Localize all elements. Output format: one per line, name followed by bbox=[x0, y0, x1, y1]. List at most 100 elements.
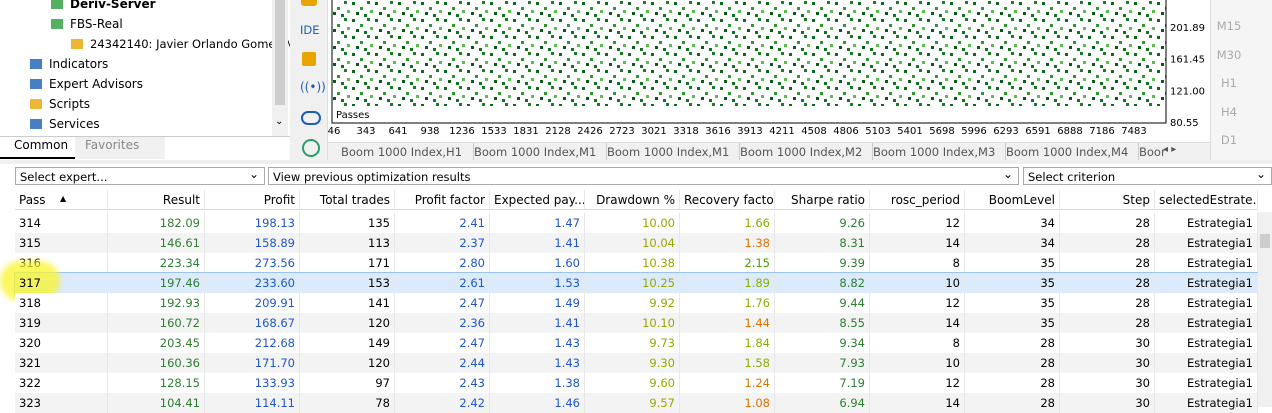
column-header[interactable]: Result bbox=[108, 190, 205, 210]
tree-item[interactable]: FBS-Real bbox=[70, 17, 123, 31]
column-header[interactable]: Expected pay... bbox=[490, 190, 585, 210]
table-cell: 28 bbox=[965, 393, 1060, 413]
chart-tab[interactable]: Boom 1000 Index,M4 bbox=[1006, 143, 1139, 161]
table-row[interactable] bbox=[15, 213, 1258, 233]
table-row[interactable] bbox=[15, 313, 1258, 333]
table-cell: 158.89 bbox=[205, 233, 300, 253]
table-row[interactable] bbox=[15, 353, 1258, 373]
table-cell: 12 bbox=[870, 373, 965, 393]
timeframe-button[interactable]: M30 bbox=[1216, 47, 1242, 62]
table-cell: 9.73 bbox=[585, 333, 680, 353]
timeframe-button[interactable]: M15 bbox=[1216, 19, 1242, 33]
ide-button[interactable]: IDE bbox=[300, 23, 320, 37]
chart-tab[interactable]: Boom 1000 Index,H1 bbox=[341, 143, 474, 161]
table-cell: 9.34 bbox=[775, 333, 870, 353]
chart-tab[interactable]: Boom 1000 Index,M1 bbox=[607, 143, 740, 161]
table-cell: 10.25 bbox=[585, 273, 680, 293]
scrollbar[interactable] bbox=[1258, 212, 1272, 407]
table-cell: 28 bbox=[1060, 213, 1155, 233]
table-cell: 319 bbox=[15, 313, 108, 333]
column-header[interactable]: Sharpe ratio bbox=[775, 190, 870, 210]
column-header[interactable]: Recovery factor bbox=[680, 190, 775, 210]
y-tick-label: 121.00 bbox=[1170, 86, 1205, 97]
table-cell: 8 bbox=[870, 333, 965, 353]
scrollbar[interactable]: ⌄ bbox=[272, 0, 288, 136]
table-row[interactable] bbox=[15, 373, 1258, 393]
column-header[interactable]: selectedEstrate... bbox=[1155, 190, 1258, 210]
table-cell: 135 bbox=[300, 213, 395, 233]
x-tick-label: 2723 bbox=[609, 126, 634, 137]
table-cell: 160.36 bbox=[108, 353, 205, 373]
table-cell: 209.91 bbox=[205, 293, 300, 313]
panel-tab[interactable]: Common bbox=[0, 137, 75, 159]
column-header[interactable]: Drawdown % bbox=[585, 190, 680, 210]
cloud-icon[interactable] bbox=[301, 111, 321, 125]
x-tick-label: 343 bbox=[356, 126, 375, 137]
table-cell: 6.94 bbox=[775, 393, 870, 413]
chart-tab[interactable]: Boom 1000 Index,M3 bbox=[873, 143, 1006, 161]
table-cell: 1.46 bbox=[490, 393, 585, 413]
x-tick-label: 4211 bbox=[769, 126, 794, 137]
table-cell: 315 bbox=[15, 233, 108, 253]
table-row[interactable] bbox=[15, 293, 1258, 313]
table-row[interactable] bbox=[15, 253, 1258, 273]
table-row[interactable] bbox=[15, 333, 1258, 353]
dropdown[interactable]: View previous optimization results bbox=[268, 165, 1019, 185]
x-tick-label: 4806 bbox=[833, 126, 858, 137]
column-header[interactable]: Total trades bbox=[300, 190, 395, 210]
table-cell: 198.13 bbox=[205, 213, 300, 233]
panel-tab[interactable]: Favorites bbox=[75, 137, 165, 159]
table-cell: 141 bbox=[300, 293, 395, 313]
tree-item[interactable]: Deriv-Server bbox=[70, 0, 156, 11]
tree-icon bbox=[71, 39, 83, 49]
column-header[interactable]: rosc_period bbox=[870, 190, 965, 210]
table-cell: Estrategia1 bbox=[1155, 253, 1258, 273]
tree-icon bbox=[51, 0, 63, 9]
table-cell: 1.41 bbox=[490, 233, 585, 253]
table-cell: 9.57 bbox=[585, 393, 680, 413]
table-cell: 8.82 bbox=[775, 273, 870, 293]
chart-tab[interactable]: Boom 1000 Index,M1 bbox=[474, 143, 607, 161]
x-tick-label: 4508 bbox=[801, 126, 826, 137]
tree-item[interactable]: 24342140: Javier Orlando Gomez M bbox=[90, 37, 296, 51]
tree-item[interactable]: Services bbox=[49, 117, 100, 131]
column-header[interactable]: Pass bbox=[15, 190, 108, 210]
tree-icon bbox=[30, 99, 42, 109]
signals-icon[interactable]: ((•)) bbox=[300, 80, 326, 94]
tree-item[interactable]: Scripts bbox=[49, 97, 91, 111]
timeframe-panel: M15 M30 H1 H4 D1 bbox=[1210, 0, 1272, 160]
column-header[interactable]: Profit bbox=[205, 190, 300, 210]
column-header[interactable]: Step bbox=[1060, 190, 1155, 210]
x-tick-label: 7483 bbox=[1121, 126, 1146, 137]
x-tick-label: 7186 bbox=[1089, 126, 1114, 137]
table-row[interactable] bbox=[14, 272, 1259, 294]
x-tick-label: 5996 bbox=[961, 126, 986, 137]
table-cell: 120 bbox=[300, 353, 395, 373]
table-cell: 14 bbox=[870, 393, 965, 413]
table-cell: 28 bbox=[1060, 233, 1155, 253]
tree-item[interactable]: Indicators bbox=[49, 57, 109, 71]
tree-icon bbox=[30, 79, 42, 89]
chart-tab[interactable]: Boom 1000 Index,M2 bbox=[740, 143, 873, 161]
optimization-chart: Passes 201.89 161.45 121.00 80.55 46 343 641 93… bbox=[328, 0, 1205, 137]
table-cell: 28 bbox=[965, 333, 1060, 353]
timeframe-button[interactable]: H4 bbox=[1221, 104, 1237, 119]
dropdown[interactable]: Select criterion bbox=[1023, 165, 1272, 185]
table-cell: Estrategia1 bbox=[1155, 333, 1258, 353]
table-cell: 78 bbox=[300, 393, 395, 413]
table-row[interactable] bbox=[15, 233, 1258, 253]
column-header[interactable]: BoomLevel bbox=[965, 190, 1060, 210]
vps-icon[interactable] bbox=[302, 139, 320, 157]
table-cell: 2.42 bbox=[395, 393, 490, 413]
tab-scroll[interactable]: ◂ ▸ bbox=[1163, 144, 1177, 155]
timeframe-button[interactable]: D1 bbox=[1220, 133, 1238, 147]
column-header[interactable]: Profit factor bbox=[395, 190, 490, 210]
table-cell: 28 bbox=[1060, 253, 1155, 273]
x-tick-label: 3021 bbox=[641, 126, 666, 137]
table-cell: 14 bbox=[870, 233, 965, 253]
dropdown[interactable]: Select expert... bbox=[15, 165, 265, 185]
timeframe-button[interactable]: H1 bbox=[1221, 76, 1237, 90]
market-icon[interactable] bbox=[302, 52, 316, 66]
table-cell: 35 bbox=[965, 253, 1060, 273]
tree-item[interactable]: Expert Advisors bbox=[49, 77, 143, 91]
